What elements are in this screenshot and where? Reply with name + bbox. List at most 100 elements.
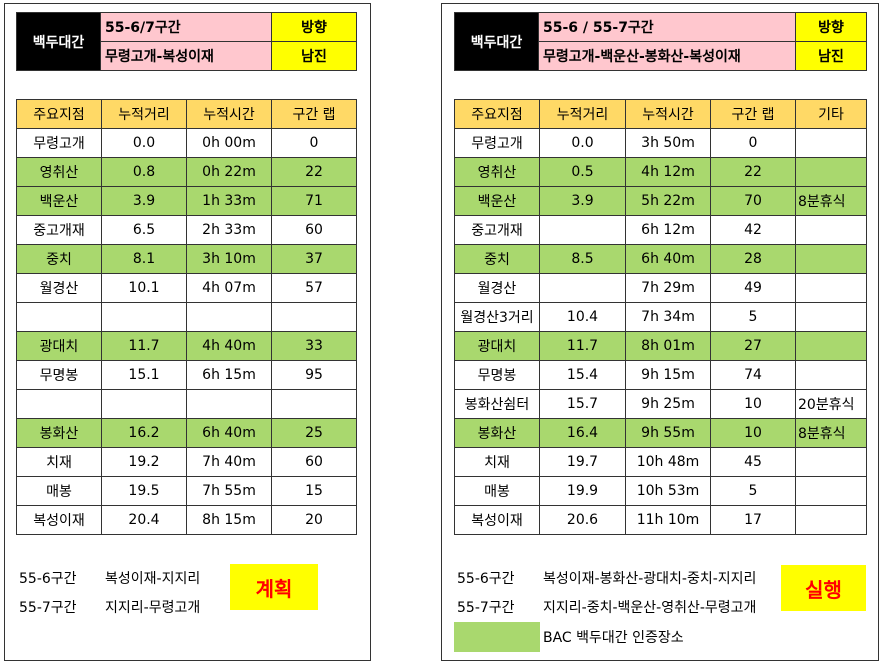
table-cell: 8h 15m [186,505,272,535]
table-cell: 6h 15m [186,360,272,390]
table-cell: 무령고개 [454,128,540,158]
table-cell [101,389,187,419]
table-cell [795,302,867,332]
header-title: 백두대간 [454,12,539,71]
table-cell [795,505,867,535]
table-cell: 0 [271,128,357,158]
table-cell: 월경산 [454,273,540,303]
table-cell: 3h 50m [625,128,711,158]
table-cell: 10 [710,389,796,419]
table-cell: 치재 [16,447,102,477]
table-cell: 20.6 [539,505,626,535]
note-route: 지지리-중치-백운산-영취산-무령고개 [543,600,757,616]
table-cell: 중고개재 [16,215,102,245]
table-cell [539,273,626,303]
plan-panel: 백두대간 55-6/7구간 무령고개-복성이재 방향 남진 주요지점 누적거리 누적시간 구간 … [4,3,371,661]
table-cell: 33 [271,331,357,361]
table-cell: 중치 [16,244,102,274]
table-cell: 3.9 [101,186,187,216]
table-cell [271,302,357,332]
note-section: 55-7구간 [457,600,515,616]
status-badge: 실행 [781,565,866,611]
table-cell [101,302,187,332]
table-cell: 1h 33m [186,186,272,216]
note-route: 복성이재-지지리 [105,571,201,587]
note-section: 55-6구간 [457,571,515,587]
header-route: 무령고개-복성이재 [100,41,272,71]
table-cell: 광대치 [16,331,102,361]
table-cell: 8.1 [101,244,187,274]
column-header: 기타 [795,99,867,129]
table-cell [16,302,102,332]
table-cell: 10.4 [539,302,626,332]
table-cell [795,360,867,390]
table-cell: 중고개재 [454,215,540,245]
table-cell: 무명봉 [16,360,102,390]
direction-label: 방향 [795,12,867,42]
table-cell: 15 [271,476,357,506]
table-cell: 7h 29m [625,273,711,303]
table-cell: 봉화산 [16,418,102,448]
table-cell: 백운산 [16,186,102,216]
table-cell: 10.1 [101,273,187,303]
table-cell [539,215,626,245]
table-cell: 복성이재 [16,505,102,535]
table-cell: 57 [271,273,357,303]
table-cell: 20분휴식 [795,389,867,419]
column-header: 주요지점 [454,99,540,129]
table-cell: 15.4 [539,360,626,390]
table-cell: 22 [271,157,357,187]
table-cell: 27 [710,331,796,361]
table-cell: 0h 22m [186,157,272,187]
table-cell [795,128,867,158]
table-cell: 9h 55m [625,418,711,448]
table-cell: 봉화산 [454,418,540,448]
table-cell [795,476,867,506]
table-cell: 4h 40m [186,331,272,361]
direction-label: 방향 [271,12,357,42]
table-cell: 95 [271,360,357,390]
table-cell: 19.9 [539,476,626,506]
column-header: 구간 랩 [271,99,357,129]
table-cell: 0.0 [539,128,626,158]
table-cell: 6h 40m [186,418,272,448]
table-cell: 8분휴식 [795,186,867,216]
table-cell [795,157,867,187]
header-section: 55-6/7구간 [100,12,272,42]
header-route: 무령고개-백운산-봉화산-복성이재 [538,41,796,71]
legend-label: BAC 백두대간 인증장소 [543,630,684,646]
table-cell: 6.5 [101,215,187,245]
table-cell: 60 [271,447,357,477]
table-cell: 74 [710,360,796,390]
header-title: 백두대간 [16,12,101,71]
table-cell: 19.7 [539,447,626,477]
column-header: 누적거리 [101,99,187,129]
table-cell: 8분휴식 [795,418,867,448]
direction: 남진 [795,41,867,71]
table-cell: 16.2 [101,418,187,448]
table-cell: 0h 00m [186,128,272,158]
table-cell: 20 [271,505,357,535]
note-route: 복성이재-봉화산-광대치-중치-지지리 [543,571,757,587]
table-cell: 20.4 [101,505,187,535]
table-cell: 3h 10m [186,244,272,274]
table-cell: 매봉 [16,476,102,506]
table-cell: 6h 40m [625,244,711,274]
header-section: 55-6 / 55-7구간 [538,12,796,42]
table-cell: 무령고개 [16,128,102,158]
table-cell: 7h 40m [186,447,272,477]
table-cell: 7h 55m [186,476,272,506]
direction: 남진 [271,41,357,71]
table-cell: 37 [271,244,357,274]
table-cell: 무명봉 [454,360,540,390]
table-cell [271,389,357,419]
table-cell: 16.4 [539,418,626,448]
table-cell: 월경산 [16,273,102,303]
table-cell: 5 [710,302,796,332]
table-cell: 5h 22m [625,186,711,216]
table-cell: 8h 01m [625,331,711,361]
table-cell: 8.5 [539,244,626,274]
table-cell: 백운산 [454,186,540,216]
table-cell: 11h 10m [625,505,711,535]
